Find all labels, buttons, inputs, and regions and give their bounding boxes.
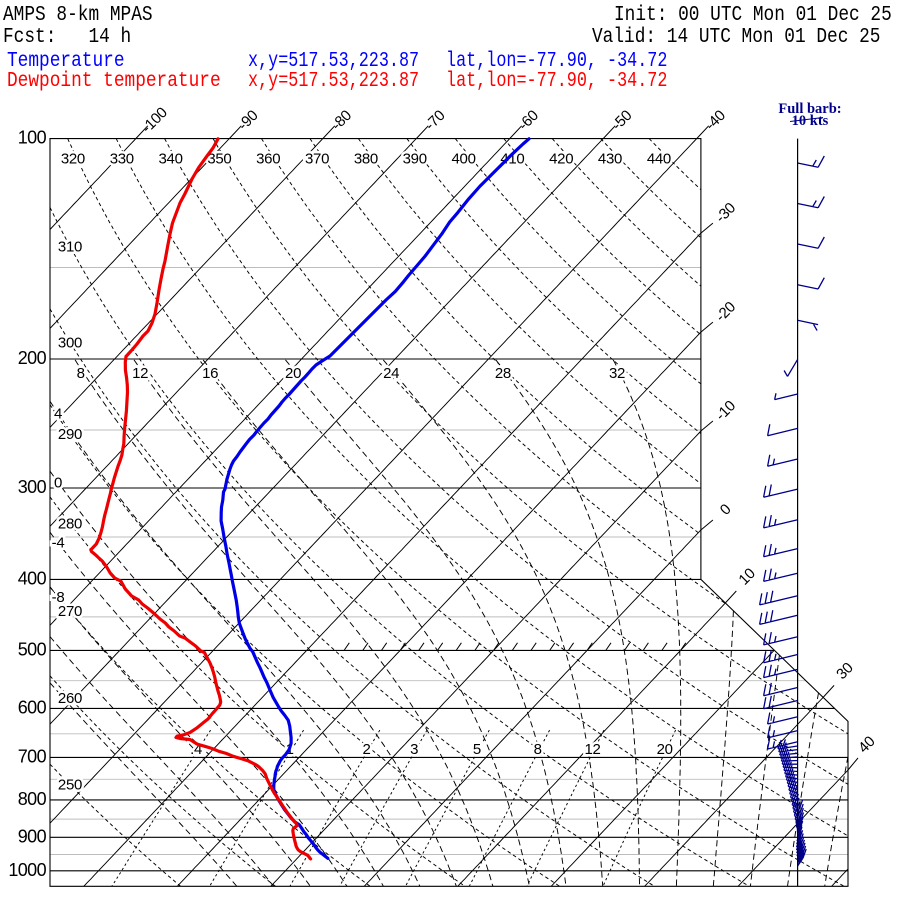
svg-text:270: 270 [58, 603, 82, 620]
svg-text:420: 420 [549, 151, 573, 168]
svg-text:310: 310 [58, 238, 82, 255]
svg-text:Full barb:: Full barb: [778, 101, 841, 117]
svg-text:380: 380 [354, 151, 378, 168]
svg-text:360: 360 [256, 151, 280, 168]
svg-text:16: 16 [202, 365, 218, 382]
svg-text:280: 280 [58, 515, 82, 532]
svg-text:32: 32 [609, 365, 625, 382]
svg-text:-8: -8 [52, 589, 65, 606]
svg-text:440: 440 [647, 151, 671, 168]
svg-text:400: 400 [452, 151, 476, 168]
svg-text:-100: -100 [138, 104, 170, 136]
svg-text:20: 20 [657, 741, 673, 758]
svg-text:250: 250 [58, 777, 82, 794]
svg-text:500: 500 [18, 639, 47, 659]
svg-text:10: 10 [735, 565, 758, 588]
svg-text:410: 410 [500, 151, 524, 168]
svg-text:28: 28 [495, 365, 511, 382]
svg-text:12: 12 [132, 365, 148, 382]
svg-text:5: 5 [473, 741, 481, 758]
svg-text:24: 24 [383, 365, 399, 382]
svg-text:2: 2 [362, 741, 370, 758]
svg-text:600: 600 [18, 697, 47, 717]
svg-text:-10: -10 [712, 397, 739, 424]
svg-text:900: 900 [18, 826, 47, 846]
svg-text:-40: -40 [702, 107, 729, 134]
svg-text:370: 370 [305, 151, 329, 168]
svg-text:300: 300 [58, 334, 82, 351]
svg-text:390: 390 [403, 151, 427, 168]
svg-text:12: 12 [584, 741, 600, 758]
svg-text:400: 400 [18, 568, 47, 588]
svg-text:430: 430 [598, 151, 622, 168]
svg-text:-80: -80 [328, 107, 355, 134]
svg-text:320: 320 [61, 151, 85, 168]
svg-text:260: 260 [58, 690, 82, 707]
svg-text:-50: -50 [609, 107, 636, 134]
svg-text:330: 330 [110, 151, 134, 168]
svg-text:0: 0 [54, 474, 62, 491]
svg-text:350: 350 [207, 151, 231, 168]
svg-text:30: 30 [833, 660, 856, 683]
svg-text:-30: -30 [712, 200, 739, 227]
svg-text:340: 340 [159, 151, 183, 168]
svg-text:-60: -60 [515, 107, 542, 134]
svg-text:-90: -90 [235, 107, 262, 134]
svg-text:10 kts: 10 kts [792, 113, 829, 129]
svg-text:290: 290 [58, 426, 82, 443]
svg-text:-20: -20 [712, 299, 739, 326]
svg-text:40: 40 [855, 733, 878, 756]
svg-text:1000: 1000 [8, 860, 46, 880]
svg-text:0: 0 [717, 501, 735, 519]
svg-text:8: 8 [77, 365, 85, 382]
svg-text:20: 20 [285, 365, 301, 382]
svg-text:100: 100 [18, 128, 47, 148]
svg-text:300: 300 [18, 477, 47, 497]
svg-text:3: 3 [410, 741, 418, 758]
svg-text:800: 800 [18, 789, 47, 809]
svg-text:-70: -70 [422, 107, 449, 134]
svg-text:-4: -4 [52, 535, 65, 552]
svg-text:700: 700 [18, 746, 47, 766]
svg-text:200: 200 [18, 348, 47, 368]
svg-text:4: 4 [54, 405, 62, 422]
svg-text:8: 8 [534, 741, 542, 758]
